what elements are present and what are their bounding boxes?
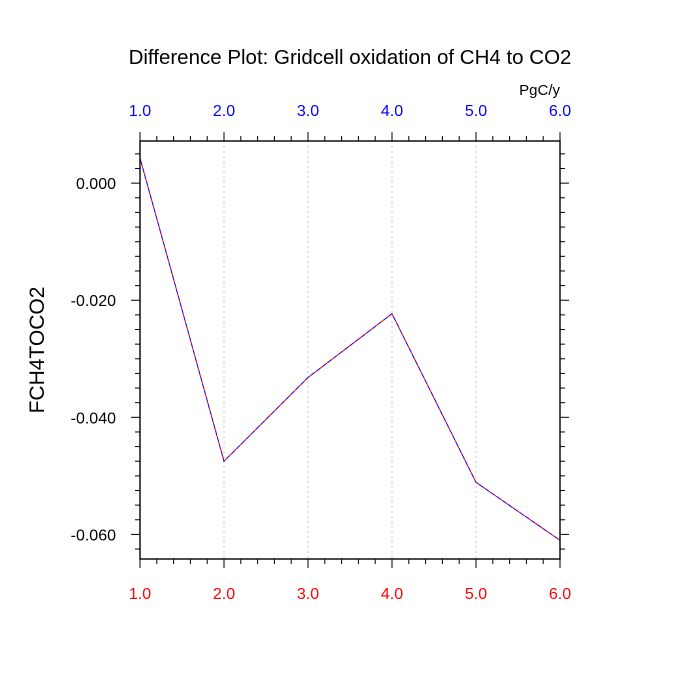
x-tick-label-bottom: 4.0 xyxy=(381,586,403,603)
units-label: PgC/y xyxy=(519,82,560,99)
tick-labels: 1.0 1.0 2.0 2.0 3.0 3.0 4.0 4.0 5.0 5.0 6.0 6.0 0.00… xyxy=(71,103,572,603)
chart-title: Difference Plot: Gridcell oxidation of C… xyxy=(129,46,572,69)
x-tick-label-bottom: 6.0 xyxy=(549,586,571,603)
y-tick-label: 0.000 xyxy=(76,176,116,193)
series-line-blue xyxy=(139,157,561,541)
x-tick-label-top: 3.0 xyxy=(297,103,319,120)
x-tick-label-top: 5.0 xyxy=(465,103,487,120)
x-tick-label-top: 4.0 xyxy=(381,103,403,120)
x-tick-label-bottom: 3.0 xyxy=(297,586,319,603)
data-series xyxy=(139,157,561,541)
grid-lines xyxy=(223,141,477,559)
y-axis-label: FCH4TOCO2 xyxy=(26,287,49,414)
plot-frame xyxy=(139,140,561,560)
x-tick-label-bottom: 5.0 xyxy=(465,586,487,603)
y-tick-label: -0.060 xyxy=(71,527,116,544)
y-tick-label: -0.040 xyxy=(71,410,116,427)
x-tick-label-top: 1.0 xyxy=(129,103,151,120)
x-tick-label-top: 2.0 xyxy=(213,103,235,120)
x-tick-label-top: 6.0 xyxy=(549,103,571,120)
x-tick-label-bottom: 1.0 xyxy=(129,586,151,603)
y-tick-label: -0.020 xyxy=(71,293,116,310)
x-tick-label-bottom: 2.0 xyxy=(213,586,235,603)
series-line-red xyxy=(139,157,561,541)
axis-ticks xyxy=(131,132,569,568)
